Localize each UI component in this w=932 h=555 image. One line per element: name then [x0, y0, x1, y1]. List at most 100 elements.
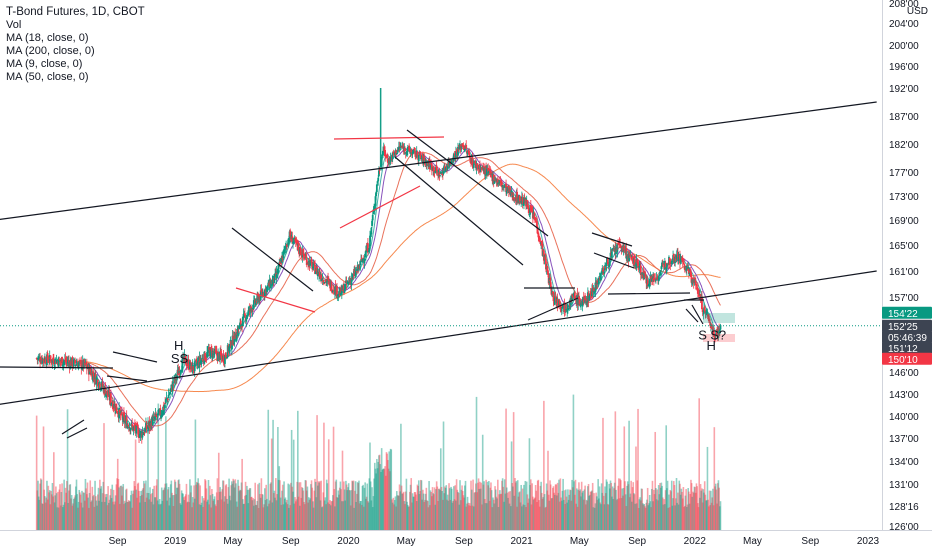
- candle-body: [235, 331, 238, 341]
- volume-bar: [303, 501, 305, 530]
- wedge-line-b[interactable]: [66, 427, 88, 439]
- volume-bar: [346, 490, 349, 530]
- symbol-title[interactable]: T-Bond Futures, 1D, CBOT: [6, 6, 145, 18]
- candle-body: [322, 279, 325, 282]
- candle-body: [578, 298, 581, 306]
- volume-bar: [532, 496, 534, 530]
- support-red[interactable]: [339, 185, 421, 229]
- legend-vol[interactable]: Vol: [6, 19, 22, 31]
- volume-bar: [246, 489, 249, 530]
- volume-bar: [223, 501, 226, 530]
- volume-bar: [68, 490, 70, 530]
- chart-legend[interactable]: T-Bond Futures, 1D, CBOT Vol MA (18, clo…: [6, 6, 145, 84]
- drawings[interactable]: [0, 101, 882, 439]
- volume-bar: [633, 494, 636, 530]
- candle-body: [461, 144, 464, 147]
- candle-body: [429, 163, 432, 168]
- legend-ma-50[interactable]: MA (50, close, 0): [6, 71, 89, 83]
- candle-body: [487, 171, 490, 174]
- volume-bar: [197, 478, 199, 530]
- candle-body: [393, 151, 395, 154]
- volume-bar: [188, 502, 191, 530]
- hs-line-a[interactable]: [106, 375, 148, 382]
- volume-bar: [567, 489, 569, 530]
- legend-ma-18[interactable]: MA (18, close, 0): [6, 32, 89, 44]
- candle-body: [144, 427, 147, 432]
- volume-bar: [646, 499, 648, 530]
- candle-body: [510, 190, 513, 194]
- volume-bar: [260, 478, 263, 530]
- volume-bar: [415, 494, 417, 530]
- candle-body: [327, 277, 329, 280]
- candle-body: [254, 300, 257, 306]
- volume-bar: [134, 486, 136, 530]
- y-tick-label: 140'00: [889, 412, 919, 423]
- candle-body: [61, 364, 64, 367]
- price-label-text: 151'12: [888, 344, 918, 355]
- volume-bar: [716, 503, 718, 530]
- down-channel-lower[interactable]: [394, 156, 524, 266]
- volume-bar: [261, 493, 263, 530]
- volume-bar: [475, 483, 477, 530]
- candle-body: [296, 240, 299, 246]
- volume-bar: [306, 486, 309, 530]
- small-wedge-a[interactable]: [685, 308, 699, 323]
- candle-body: [706, 312, 709, 314]
- legend-ma-200[interactable]: MA (200, close, 0): [6, 45, 95, 57]
- small-wedge-b[interactable]: [691, 304, 704, 325]
- volume-bar: [274, 497, 276, 530]
- volume-bar: [317, 481, 320, 530]
- candle-body: [537, 232, 540, 238]
- volume-bar: [690, 483, 693, 530]
- volume-bar: [304, 480, 307, 530]
- volume-bar: [36, 490, 39, 530]
- candle-body: [668, 257, 671, 264]
- volume-bar: [151, 488, 154, 530]
- candle-body: [129, 428, 132, 431]
- volume-bar: [518, 492, 520, 530]
- hs-line-b[interactable]: [112, 351, 158, 363]
- volume-bar: [406, 504, 409, 530]
- price-scale[interactable]: [882, 0, 932, 550]
- candle-body: [511, 192, 514, 198]
- wedge-line-a[interactable]: [61, 419, 85, 435]
- candle-body: [113, 403, 116, 408]
- lower-channel-line[interactable]: [0, 270, 877, 405]
- volume-bar: [358, 480, 360, 530]
- x-tick-label: 2019: [164, 536, 187, 547]
- candle-body: [667, 263, 670, 265]
- neckline-left[interactable]: [0, 366, 114, 369]
- triangle-upper[interactable]: [231, 227, 314, 292]
- volume-bar: [235, 501, 238, 530]
- volume-bar: [555, 484, 558, 530]
- candle-body: [606, 257, 609, 264]
- volume-bar: [109, 495, 111, 530]
- volume-bar: [280, 504, 283, 530]
- volume-bar: [357, 483, 360, 530]
- range-bottom[interactable]: [527, 297, 579, 321]
- flag-lower[interactable]: [593, 252, 635, 269]
- candle-body: [175, 375, 178, 378]
- shelf-line[interactable]: [607, 292, 691, 295]
- triangle-lower[interactable]: [235, 287, 316, 313]
- candle-body: [683, 263, 685, 265]
- volume-bar: [552, 487, 554, 530]
- volume-bar: [130, 495, 132, 530]
- volume-bar: [584, 504, 587, 530]
- candle-body: [406, 146, 409, 151]
- flag-upper[interactable]: [591, 232, 633, 247]
- volume-bar: [378, 454, 381, 530]
- volume-bar: [63, 479, 65, 530]
- upper-channel-line[interactable]: [0, 101, 877, 220]
- volume-bar: [103, 501, 106, 530]
- volume-bar: [293, 503, 296, 530]
- candle-body: [163, 405, 166, 409]
- volume-bar: [401, 493, 404, 530]
- legend-ma-9[interactable]: MA (9, close, 0): [6, 58, 83, 70]
- resistance-red[interactable]: [333, 136, 445, 140]
- down-channel-upper[interactable]: [406, 129, 549, 237]
- volume-bar: [150, 501, 153, 530]
